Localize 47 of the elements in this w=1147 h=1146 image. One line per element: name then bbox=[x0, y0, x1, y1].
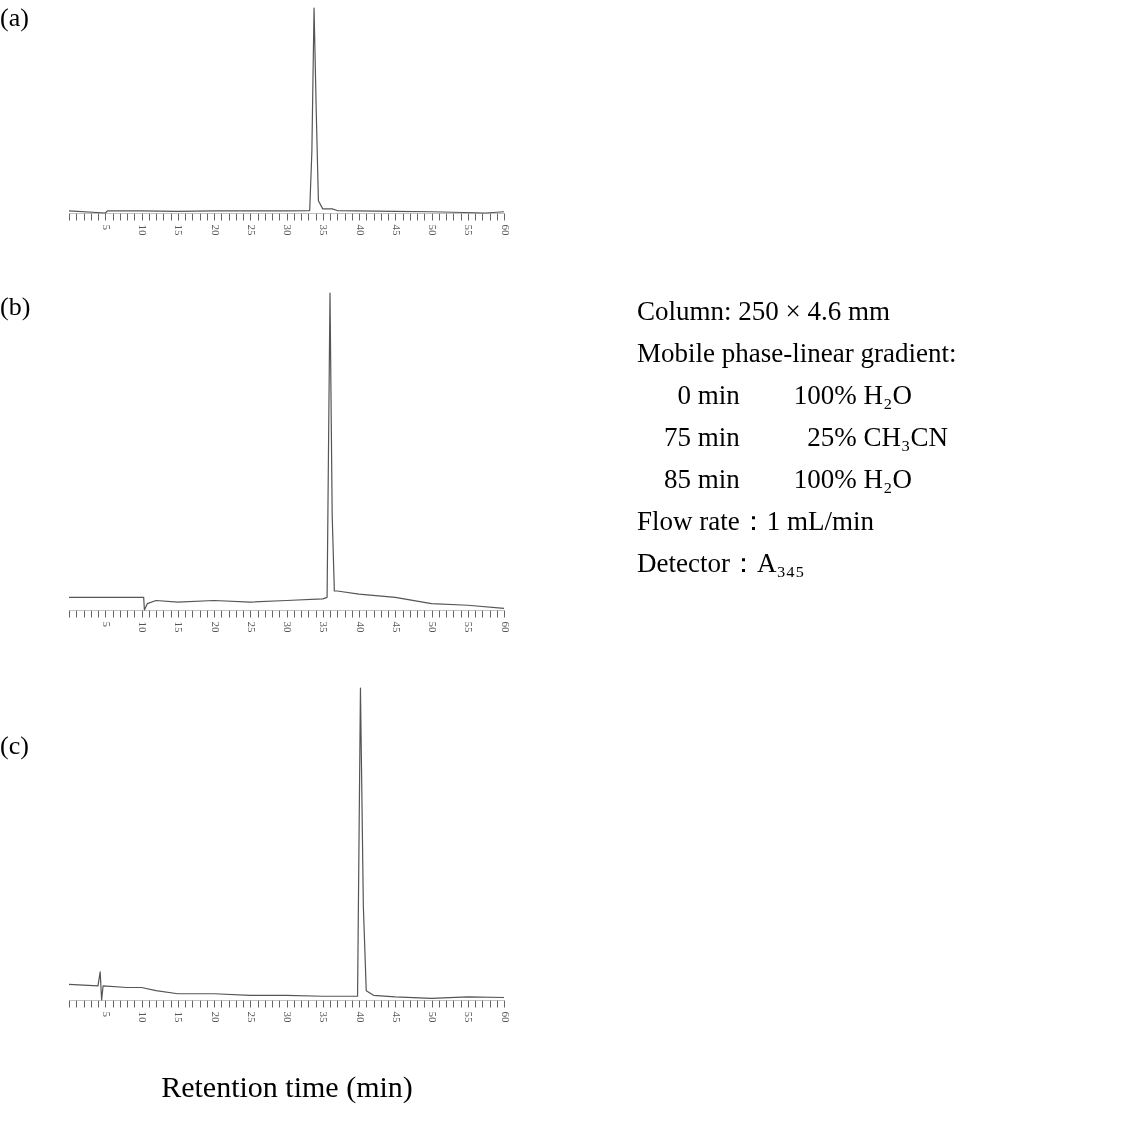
x-tick-label: 35 bbox=[318, 1011, 331, 1023]
x-tick-label: 10 bbox=[137, 621, 149, 633]
x-tick-label: 5 bbox=[100, 1011, 113, 1018]
x-tick-label: 30 bbox=[282, 621, 294, 633]
x-tick-label: 40 bbox=[354, 1011, 367, 1023]
x-tick-label: 45 bbox=[390, 224, 403, 236]
x-tick-label: 55 bbox=[463, 621, 476, 633]
x-tick-label: 25 bbox=[245, 621, 258, 633]
chart-title: (a) bbox=[0, 3, 29, 33]
text: (c) bbox=[0, 731, 29, 761]
text: Detector：A₃₄₅ bbox=[637, 547, 806, 580]
text: 75 min 25% CH₃CN bbox=[663, 421, 949, 454]
x-tick-label: 45 bbox=[390, 621, 403, 633]
text: Flow rate：1 mL/min bbox=[637, 505, 875, 538]
text: 85 min 100% H₂O bbox=[663, 463, 913, 496]
x-tick-label: 20 bbox=[209, 621, 222, 633]
x-tick-label: 35 bbox=[318, 224, 331, 236]
x-tick-label: 5 bbox=[100, 224, 113, 231]
x-tick-label: 15 bbox=[173, 1011, 186, 1023]
x-tick-label: 25 bbox=[245, 1011, 258, 1023]
x-tick-label: 50 bbox=[427, 224, 439, 236]
x-tick-label: 55 bbox=[463, 1011, 476, 1023]
x-tick-label: 20 bbox=[209, 224, 222, 236]
x-tick-label: 35 bbox=[318, 621, 331, 633]
x-tick-label: 15 bbox=[173, 621, 186, 633]
x-tick-label: 50 bbox=[427, 621, 439, 633]
x-tick-label: 20 bbox=[209, 1011, 222, 1023]
text: Mobile phase-linear gradient: bbox=[637, 337, 957, 370]
x-tick-label: 60 bbox=[499, 224, 512, 236]
chart-title: (b) bbox=[0, 292, 31, 322]
x-tick-label: 55 bbox=[463, 224, 476, 236]
x-tick-label: 60 bbox=[499, 621, 512, 633]
x-tick-label: 60 bbox=[499, 1011, 512, 1023]
x-tick-label: 25 bbox=[245, 224, 258, 236]
x-tick-label: 10 bbox=[137, 1011, 149, 1023]
x-tick-label: 40 bbox=[354, 224, 367, 236]
x-tick-label: 50 bbox=[427, 1011, 439, 1023]
text: 0 min 100% H₂O bbox=[676, 379, 913, 412]
x-tick-label: 30 bbox=[282, 1011, 294, 1023]
x-axis-title: Retention time (min) bbox=[161, 1069, 413, 1104]
x-tick-label: 10 bbox=[137, 224, 149, 236]
x-tick-label: 30 bbox=[282, 224, 294, 236]
x-tick-label: 15 bbox=[173, 224, 186, 236]
x-tick-label: 5 bbox=[100, 621, 113, 628]
x-tick-label: 45 bbox=[390, 1011, 403, 1023]
x-tick-label: 40 bbox=[354, 621, 367, 633]
text: Column: 250 × 4.6 mm bbox=[637, 295, 891, 328]
